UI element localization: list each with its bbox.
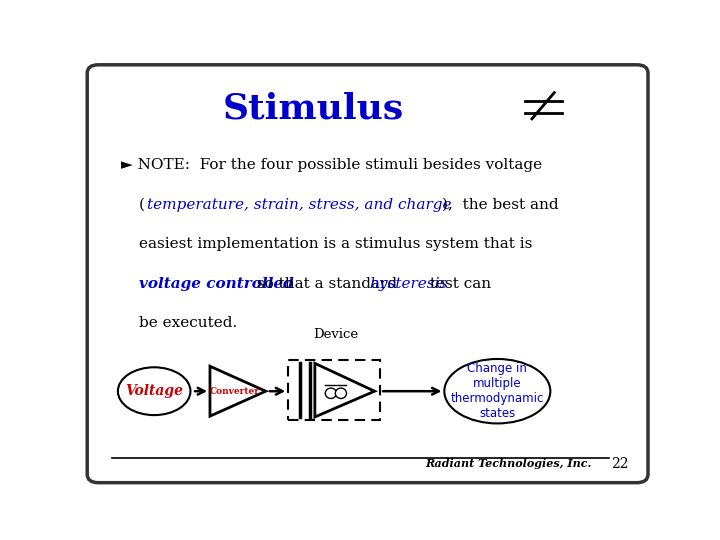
Text: 22: 22 (611, 457, 629, 471)
Text: ),  the best and: ), the best and (441, 198, 558, 212)
Polygon shape (315, 363, 374, 417)
Text: temperature, strain, stress, and charge: temperature, strain, stress, and charge (147, 198, 451, 212)
Text: voltage controlled: voltage controlled (139, 277, 294, 291)
Text: test can: test can (425, 277, 491, 291)
Ellipse shape (118, 367, 191, 415)
Text: Device: Device (313, 328, 358, 341)
Text: Voltage: Voltage (125, 384, 183, 398)
FancyBboxPatch shape (288, 360, 380, 420)
Text: Change in
multiple
thermodynamic
states: Change in multiple thermodynamic states (451, 362, 544, 420)
Polygon shape (210, 366, 266, 416)
Text: so that a standard: so that a standard (252, 277, 402, 291)
Text: be executed.: be executed. (139, 316, 238, 330)
Text: (: ( (139, 198, 145, 212)
FancyBboxPatch shape (87, 65, 648, 483)
Text: ► NOTE:  For the four possible stimuli besides voltage: ► NOTE: For the four possible stimuli be… (121, 158, 542, 172)
Text: Converter: Converter (210, 387, 260, 396)
Text: hysteresis: hysteresis (369, 277, 447, 291)
Text: Stimulus: Stimulus (222, 91, 404, 125)
Ellipse shape (325, 388, 336, 399)
Text: easiest implementation is a stimulus system that is: easiest implementation is a stimulus sys… (139, 238, 533, 251)
Ellipse shape (336, 388, 346, 399)
Ellipse shape (444, 359, 550, 423)
Text: Radiant Technologies, Inc.: Radiant Technologies, Inc. (425, 458, 591, 469)
